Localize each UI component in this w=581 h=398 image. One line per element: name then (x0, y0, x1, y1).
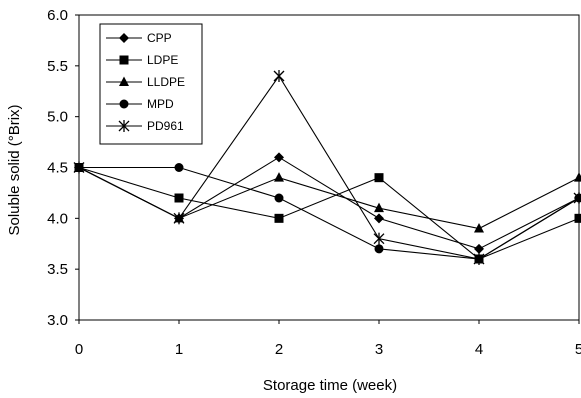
series-line (78, 156, 580, 250)
point-marker (73, 161, 85, 174)
legend-label: LDPE (147, 53, 178, 67)
series-layer (73, 70, 581, 265)
y-tick-label: 3.0 (47, 312, 68, 329)
y-tick-label: 3.5 (47, 261, 68, 278)
point-marker (574, 213, 581, 223)
point-marker (274, 193, 284, 203)
point-marker (274, 213, 284, 223)
point-marker (573, 192, 581, 204)
point-marker (374, 244, 384, 254)
legend: CPP LDPE LLDPE MPD PD961 (99, 23, 203, 145)
point-marker (174, 163, 184, 172)
x-tick-label: 4 (475, 341, 483, 358)
point-marker (373, 232, 385, 245)
point-marker (118, 120, 130, 132)
series-ldpe (74, 163, 581, 264)
point-marker (473, 253, 485, 265)
legend-item-lldpe: LLDPE (106, 75, 185, 89)
legend-label: CPP (147, 31, 172, 45)
point-marker (174, 193, 184, 203)
point-marker (119, 33, 129, 43)
y-tick-label: 4.5 (47, 160, 68, 177)
point-marker (374, 213, 384, 224)
point-marker (119, 99, 129, 109)
point-marker (474, 223, 484, 233)
point-marker (574, 172, 581, 182)
y-axis-title: Soluble solid (°Brix) (6, 104, 23, 235)
series-line (79, 166, 580, 260)
series-pd961 (73, 70, 581, 265)
point-marker (374, 173, 384, 183)
x-axis-title: Storage time (week) (263, 377, 397, 394)
point-marker (119, 55, 129, 65)
legend-item-mpd: MPD (106, 97, 174, 111)
point-marker (474, 243, 484, 254)
point-marker (274, 152, 284, 163)
x-tick-label: 5 (575, 341, 581, 358)
point-marker (274, 172, 284, 182)
y-tick-label: 5.0 (47, 109, 68, 126)
x-tick-label: 3 (375, 341, 383, 358)
legend-label: LLDPE (147, 75, 185, 89)
y-tick-label: 6.0 (47, 7, 68, 24)
legend-item-ldpe: LDPE (106, 53, 178, 67)
point-marker (173, 212, 185, 225)
y-tick-label: 5.5 (47, 58, 68, 75)
legend-label: PD961 (147, 119, 184, 133)
x-tick-label: 2 (275, 341, 283, 358)
legend-label: MPD (147, 97, 174, 111)
series-line (78, 166, 580, 260)
point-marker (374, 202, 384, 213)
x-tick-label: 1 (175, 341, 183, 358)
point-marker (119, 76, 129, 86)
axes: 3.0 3.5 4.0 4.5 5.0 5.5 6.0 0 1 2 3 4 5 (47, 7, 581, 358)
x-tick-label: 0 (75, 341, 83, 358)
point-marker (273, 70, 285, 82)
legend-item-pd961: PD961 (106, 119, 184, 133)
legend-item-cpp: CPP (106, 31, 172, 45)
y-tick-label: 4.0 (47, 210, 68, 227)
series-lldpe (74, 162, 581, 233)
series-line (78, 74, 580, 260)
legend-box (99, 23, 203, 145)
